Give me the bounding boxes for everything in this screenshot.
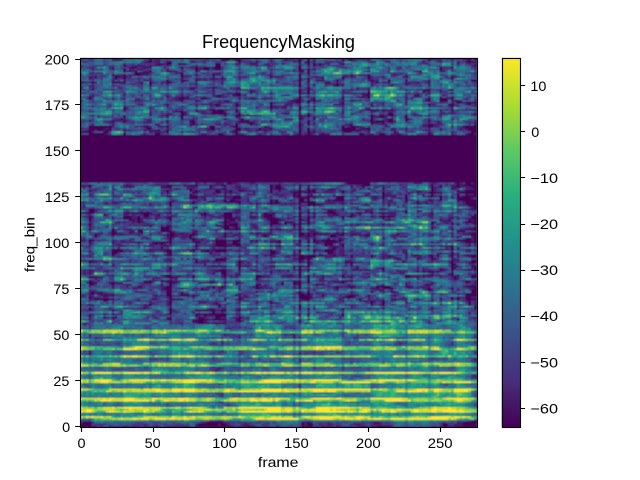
svg-text:150: 150 [45,143,70,159]
svg-text:175: 175 [45,97,70,113]
svg-text:75: 75 [53,281,69,297]
svg-text:−30: −30 [530,262,558,278]
svg-text:−20: −20 [530,216,558,232]
svg-text:125: 125 [45,189,70,205]
svg-text:200: 200 [356,435,381,451]
svg-text:freq_bin: freq_bin [22,217,38,272]
svg-text:FrequencyMasking: FrequencyMasking [202,32,355,52]
svg-text:0: 0 [62,420,70,436]
svg-text:150: 150 [284,435,309,451]
svg-text:25: 25 [53,373,69,389]
svg-text:100: 100 [212,435,237,451]
svg-text:−60: −60 [530,400,558,416]
svg-text:−40: −40 [530,308,558,324]
svg-text:0: 0 [531,125,539,141]
svg-text:50: 50 [53,327,69,343]
svg-text:frame: frame [258,454,299,470]
svg-text:−50: −50 [530,354,558,370]
svg-text:10: 10 [530,78,546,94]
svg-text:200: 200 [45,51,70,67]
svg-text:250: 250 [428,435,453,451]
svg-text:50: 50 [145,435,161,451]
svg-text:−10: −10 [530,170,558,186]
svg-text:0: 0 [78,436,86,452]
svg-text:100: 100 [45,235,70,251]
